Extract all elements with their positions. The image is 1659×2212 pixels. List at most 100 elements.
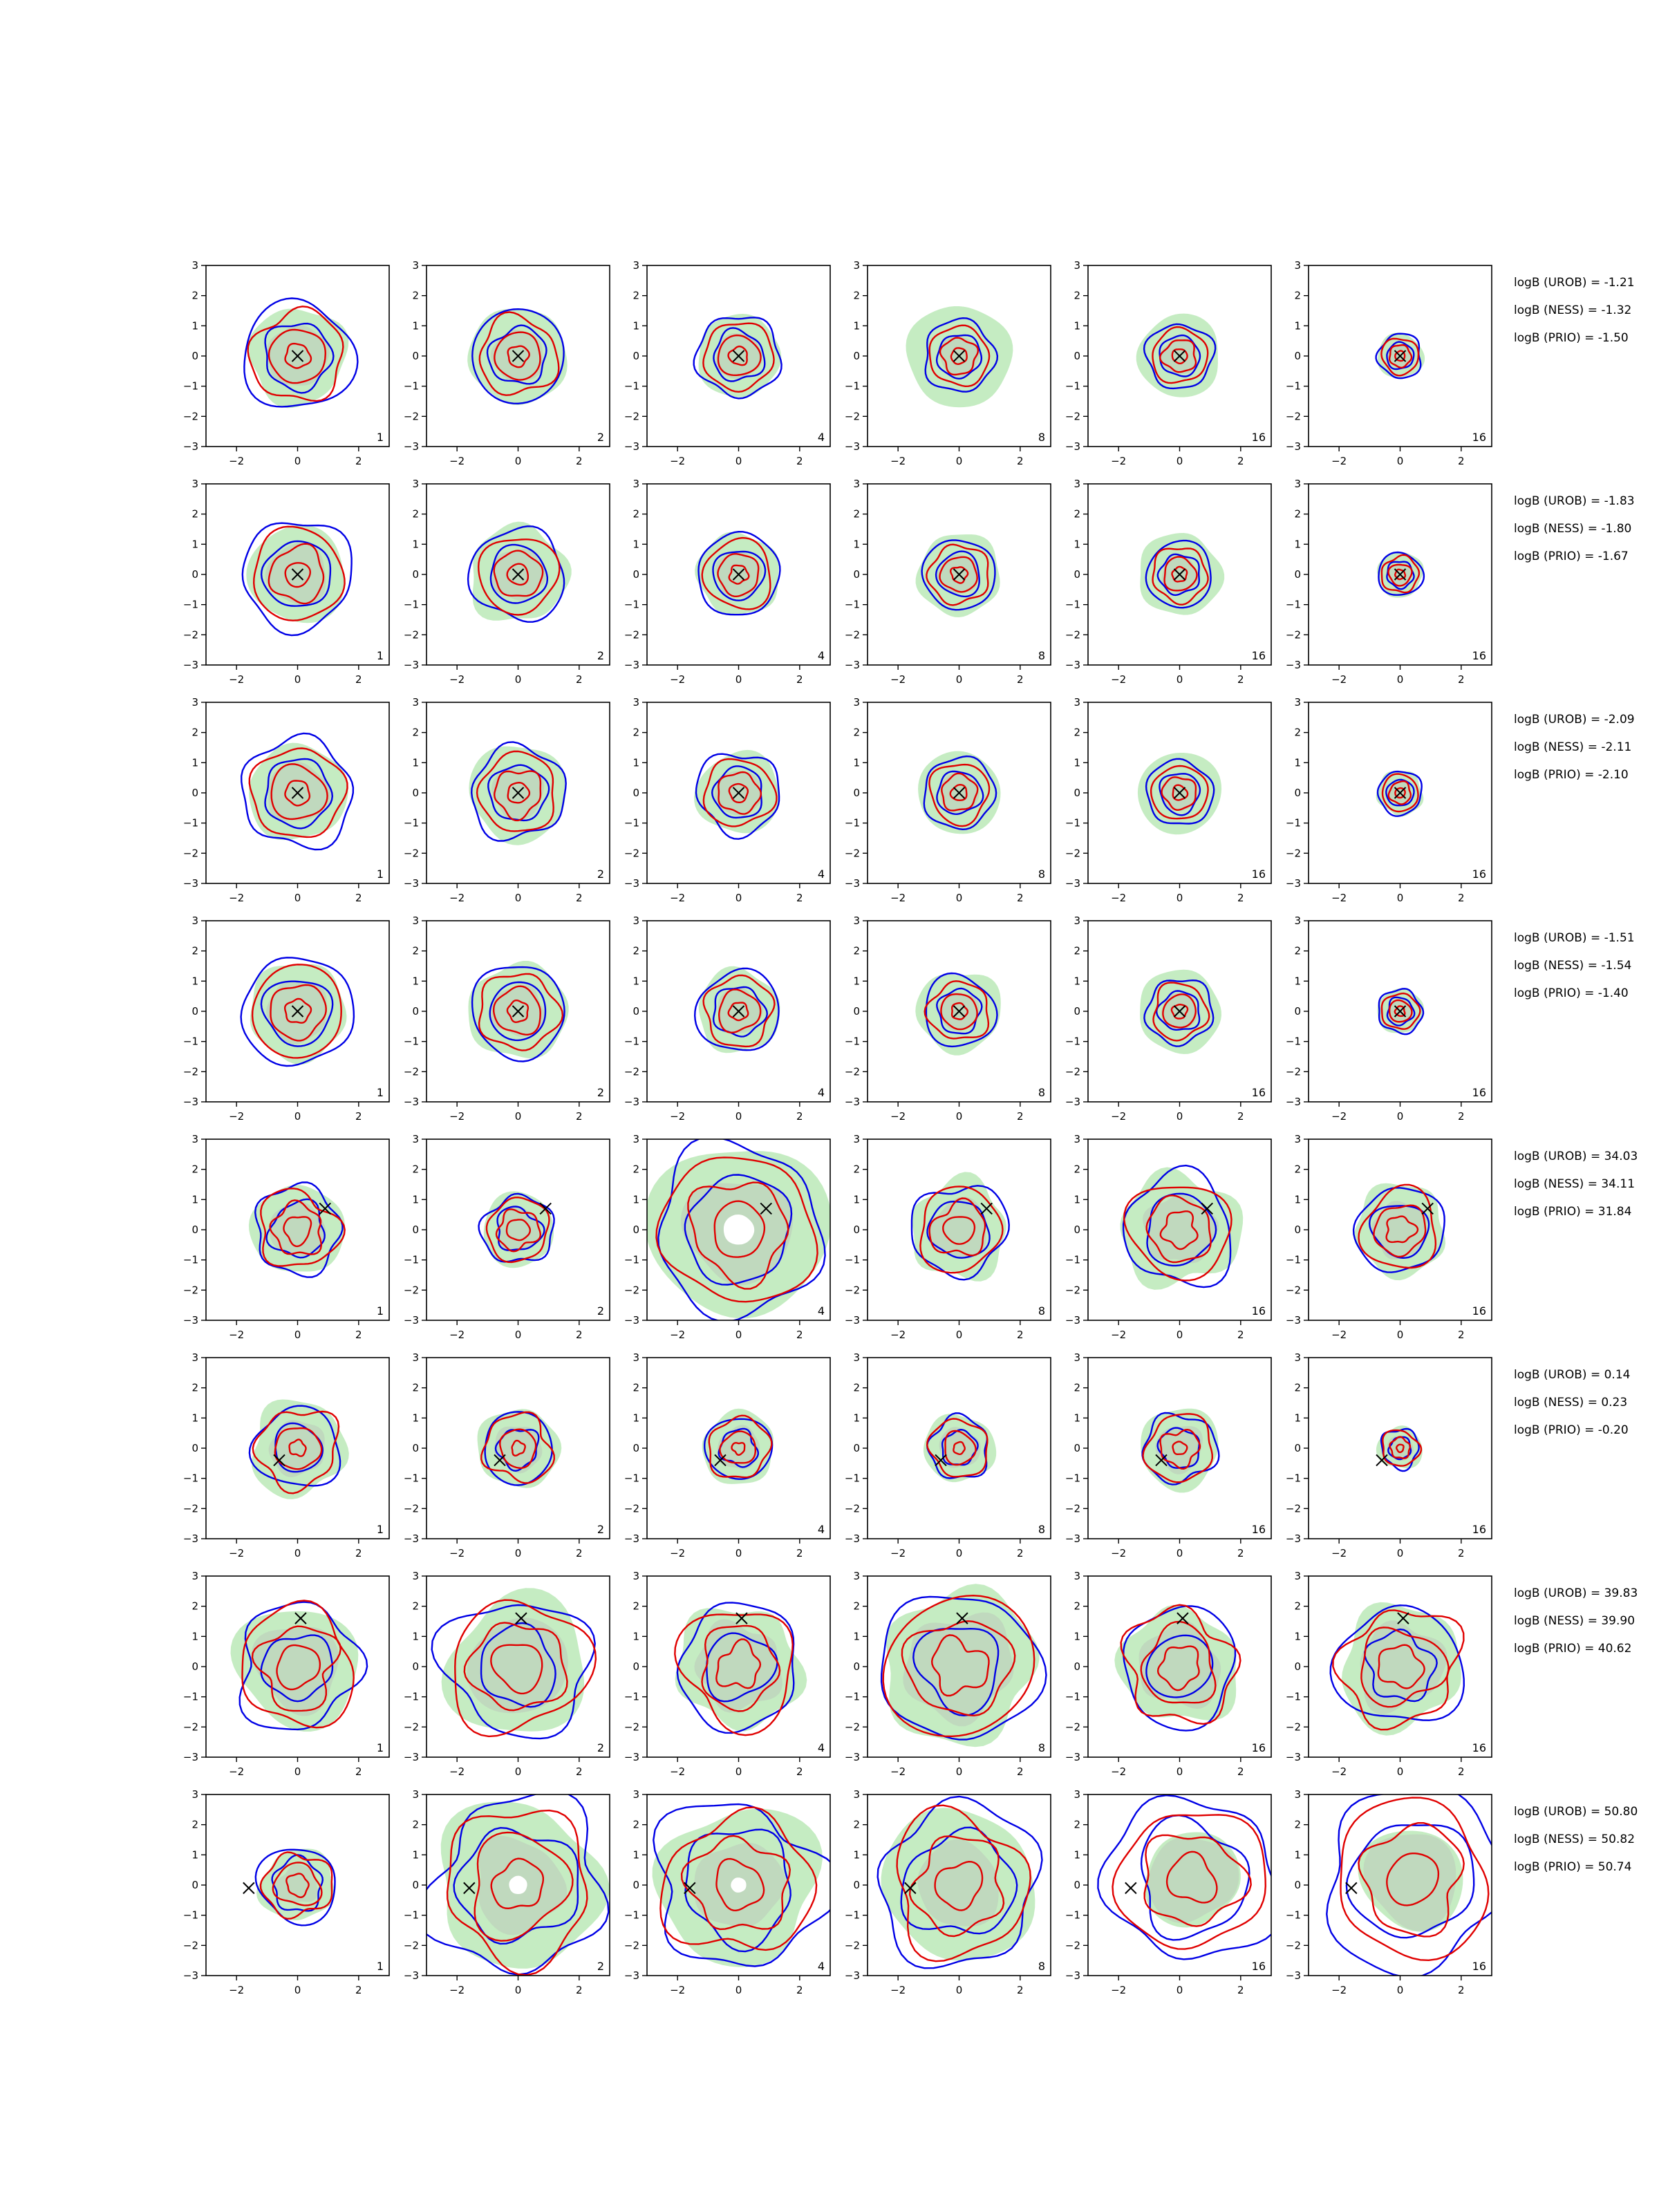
contour-blue xyxy=(1352,1187,1445,1273)
y-tick-label: −1 xyxy=(624,1035,639,1048)
y-tick-label: 1 xyxy=(191,1412,198,1424)
y-tick-label: −2 xyxy=(183,847,198,859)
contour-red xyxy=(1145,1194,1212,1264)
y-tick-label: 1 xyxy=(1074,1848,1080,1861)
y-tick-label: 0 xyxy=(853,568,860,581)
y-tick-label: 2 xyxy=(191,945,198,957)
panel-r2-c5: 3 2 1 0 −1 −2 −3 −2 0 2 16 xyxy=(1065,478,1272,686)
y-tick-label: −3 xyxy=(404,1096,419,1108)
y-tick-label: 0 xyxy=(1074,568,1080,581)
contour-blue xyxy=(496,1206,545,1251)
y-tick-label: 0 xyxy=(191,787,198,799)
panel-r5-c1: 3 2 1 0 −1 −2 −3 −2 0 2 1 xyxy=(183,1133,390,1341)
y-tick-label: −2 xyxy=(404,1065,419,1078)
y-tick-label: 3 xyxy=(412,478,419,490)
y-tick-label: 3 xyxy=(1074,1788,1080,1801)
y-tick-label: 3 xyxy=(1294,1570,1301,1582)
contour-red xyxy=(248,747,348,838)
contour-red xyxy=(1358,1183,1437,1269)
panel-contours xyxy=(478,1191,555,1268)
panel-contours xyxy=(877,1795,1043,1969)
y-tick-label: 0 xyxy=(191,1660,198,1673)
density-fill xyxy=(885,1584,1040,1747)
contour-red xyxy=(284,780,311,807)
x-tick-label: −2 xyxy=(229,1110,244,1123)
contour-red xyxy=(494,331,541,381)
y-tick-label: 3 xyxy=(1074,1133,1080,1145)
y-tick-label: 1 xyxy=(632,975,639,987)
y-tick-label: 2 xyxy=(1074,1163,1080,1176)
density-fill-inner xyxy=(903,1612,1014,1727)
y-tick-label: −3 xyxy=(624,1969,639,1982)
contour-blue xyxy=(243,297,359,408)
contour-blue xyxy=(1378,988,1425,1035)
y-tick-label: −3 xyxy=(1286,877,1301,890)
x-tick-label: 2 xyxy=(355,673,362,686)
y-tick-label: 2 xyxy=(1074,1382,1080,1394)
contour-red xyxy=(1123,1186,1232,1282)
y-tick-label: 2 xyxy=(412,945,419,957)
contour-blue xyxy=(693,317,782,400)
y-tick-label: −3 xyxy=(1286,659,1301,671)
contour-red xyxy=(495,1208,542,1253)
panel-k-label: 16 xyxy=(1252,431,1266,444)
contour-red xyxy=(655,1156,818,1303)
y-tick-label: 1 xyxy=(191,756,198,769)
panel-contours xyxy=(254,1848,336,1927)
panel-r5-c5: 3 2 1 0 −1 −2 −3 −2 0 2 16 xyxy=(1065,1133,1272,1341)
x-tick-label: 0 xyxy=(1397,1110,1404,1123)
x-tick-label: 0 xyxy=(515,1765,522,1778)
y-tick-label: −1 xyxy=(404,1035,419,1048)
bayes-factor-row2-3: logB (PRIO) = -1.67 xyxy=(1514,550,1629,563)
contour-red xyxy=(463,1622,568,1712)
y-tick-label: −3 xyxy=(404,440,419,453)
contour-red xyxy=(270,763,328,821)
contour-blue xyxy=(1378,551,1425,596)
panel-r6-c6: 3 2 1 0 −1 −2 −3 −2 0 2 16 xyxy=(1286,1351,1492,1559)
true-value-marker xyxy=(291,350,304,362)
y-tick-label: 1 xyxy=(853,1412,860,1424)
y-tick-label: 2 xyxy=(1074,508,1080,521)
contour-red xyxy=(1388,999,1413,1023)
density-fill xyxy=(247,308,349,409)
y-tick-label: 1 xyxy=(412,538,419,550)
contour-blue xyxy=(1345,1824,1475,1939)
panel-k-label: 16 xyxy=(1252,1304,1266,1318)
contour-blue xyxy=(925,972,998,1048)
y-tick-label: 2 xyxy=(1294,1163,1301,1176)
panel-contours xyxy=(243,297,359,409)
x-tick-label: −2 xyxy=(890,1547,906,1559)
y-tick-label: −1 xyxy=(845,599,860,611)
panel-k-label: 8 xyxy=(1038,1523,1045,1536)
contour-red xyxy=(284,342,312,369)
contour-red xyxy=(715,1638,762,1689)
true-value-marker xyxy=(1125,1882,1137,1895)
contour-red xyxy=(1159,1428,1201,1470)
panel-k-label: 16 xyxy=(1472,1960,1486,1973)
density-hole xyxy=(723,1215,755,1245)
y-tick-label: 3 xyxy=(1294,259,1301,272)
y-tick-label: 2 xyxy=(1294,727,1301,739)
contour-red xyxy=(284,562,312,588)
y-tick-label: −1 xyxy=(404,380,419,393)
y-tick-label: 1 xyxy=(191,319,198,332)
x-tick-label: −2 xyxy=(1331,455,1347,467)
y-tick-label: 2 xyxy=(632,508,639,521)
panel-k-label: 4 xyxy=(818,1304,825,1318)
y-tick-label: 2 xyxy=(632,1819,639,1831)
y-tick-label: 2 xyxy=(853,727,860,739)
contour-red xyxy=(674,1613,794,1736)
y-tick-label: 1 xyxy=(1294,538,1301,550)
y-tick-label: −2 xyxy=(1286,847,1301,859)
y-tick-label: 3 xyxy=(853,478,860,490)
panel-k-label: 1 xyxy=(377,1304,384,1318)
y-tick-label: 0 xyxy=(853,1442,860,1454)
panel-r5-c2: 3 2 1 0 −1 −2 −3 −2 0 2 2 xyxy=(404,1133,610,1341)
true-value-marker xyxy=(956,1612,968,1624)
true-value-marker xyxy=(953,568,966,581)
contour-red xyxy=(718,988,762,1034)
y-tick-label: −2 xyxy=(845,1284,860,1296)
x-tick-label: 2 xyxy=(1458,1765,1465,1778)
contour-red xyxy=(260,1188,346,1267)
contour-red xyxy=(1152,982,1210,1042)
